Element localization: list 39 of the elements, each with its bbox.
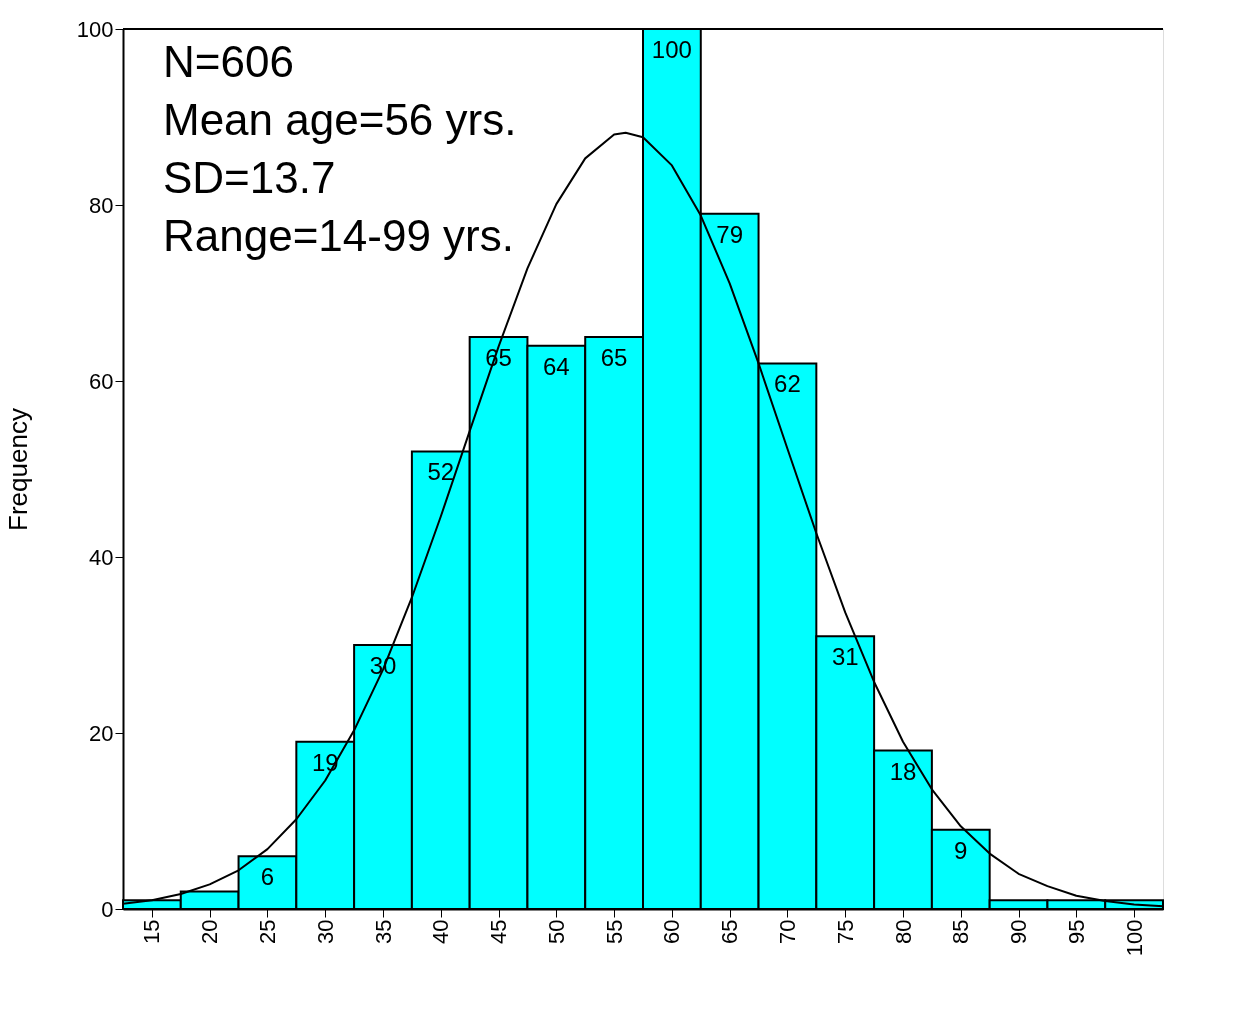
x-tick-label: 55 — [601, 919, 627, 944]
y-tick-label: 80 — [89, 192, 114, 218]
x-tick-label: 20 — [197, 919, 223, 944]
annotation: Mean age=56 yrs. — [163, 95, 517, 144]
x-tick-label: 15 — [139, 919, 165, 944]
x-tick-label: 60 — [659, 919, 685, 944]
x-tick-label: 70 — [774, 919, 800, 944]
x-tick-label: 40 — [428, 919, 454, 944]
y-tick-label: 0 — [101, 896, 114, 922]
x-tick-label: 75 — [832, 919, 858, 944]
annotation: SD=13.7 — [163, 153, 336, 202]
data-label: 18 — [889, 757, 917, 785]
y-axis-title: Frequency — [2, 408, 33, 531]
annotation: Range=14-99 yrs. — [163, 211, 514, 260]
y-tick-label: 100 — [76, 16, 114, 42]
x-tick-label: 30 — [312, 919, 338, 944]
data-label: 52 — [427, 458, 455, 486]
data-label: 65 — [600, 344, 628, 371]
x-tick-label: 50 — [543, 919, 569, 944]
y-tick-label: 40 — [89, 544, 114, 570]
data-label: 100 — [651, 36, 692, 63]
x-tick-label: 65 — [717, 919, 743, 944]
y-tick-label: 20 — [89, 720, 114, 746]
x-tick-label: 100 — [1121, 919, 1147, 957]
data-label: 31 — [831, 643, 859, 671]
annotation: N=606 — [163, 37, 294, 86]
x-tick-label: 95 — [1063, 919, 1089, 944]
data-label: 79 — [716, 220, 744, 248]
y-tick-label: 60 — [89, 368, 114, 394]
x-tick-label: 90 — [1006, 919, 1032, 944]
x-tick-label: 85 — [948, 919, 974, 944]
data-label: 9 — [954, 836, 968, 864]
data-label: 64 — [542, 352, 570, 380]
data-label: 62 — [774, 370, 801, 398]
x-tick-label: 25 — [254, 919, 280, 944]
x-tick-label: 35 — [370, 919, 396, 944]
data-label: 6 — [260, 863, 275, 891]
x-tick-label: 80 — [890, 919, 916, 944]
x-tick-label: 45 — [486, 919, 512, 944]
